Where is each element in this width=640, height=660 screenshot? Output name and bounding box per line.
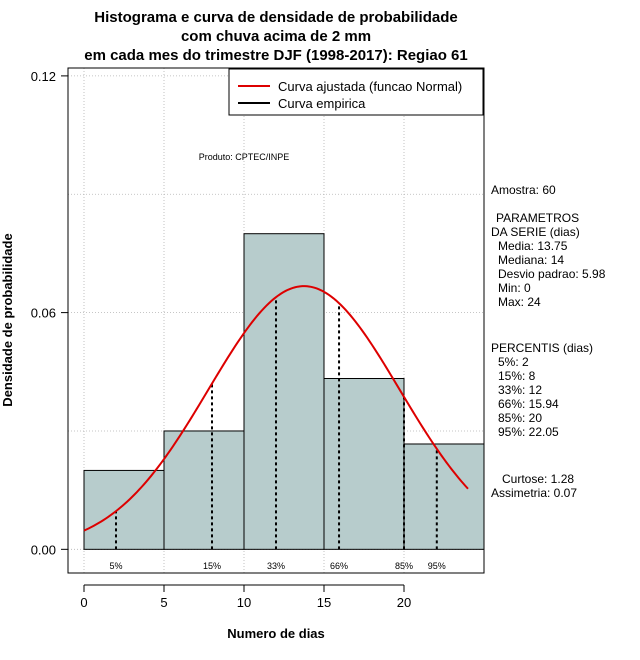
- percentile-95: 95%: 22.05: [498, 425, 559, 439]
- product-annotation: Produto: CPTEC/INPE: [199, 152, 290, 162]
- parameter-sd: Desvio padrao: 5.98: [498, 267, 606, 281]
- y-tick-label-2: 0.12: [31, 69, 56, 84]
- parameter-min: Min: 0: [498, 281, 531, 295]
- legend-label-fitted: Curva ajustada (funcao Normal): [278, 79, 462, 94]
- histogram-bars: [83, 233, 485, 550]
- histogram-bar-0: [83, 469, 165, 550]
- histogram-bar-1: [163, 430, 245, 550]
- percentile-label-2: 33%: [267, 561, 285, 571]
- y-axis: 0.00 0.06 0.12: [31, 69, 69, 557]
- legend-box: [228, 68, 484, 116]
- percentile-label-4: 85%: [395, 561, 413, 571]
- normal-curve: [83, 285, 469, 532]
- parameters-subtitle: DA SERIE (dias): [491, 225, 580, 239]
- chart-title-line-2: com chuva acima de 2 mm: [181, 28, 371, 45]
- x-axis-title: Numero de dias: [227, 626, 325, 641]
- histogram-bar-3: [323, 377, 405, 550]
- x-tick-label-0: 0: [80, 595, 87, 610]
- parameter-median: Mediana: 14: [498, 253, 564, 267]
- x-tick-label-3: 15: [317, 595, 331, 610]
- legend: Curva ajustada (funcao Normal) Curva emp…: [228, 68, 484, 116]
- sample-size: Amostra: 60: [491, 183, 556, 197]
- parameter-mean: Media: 13.75: [498, 239, 568, 253]
- percentile-lines: [115, 297, 438, 550]
- percentile-label-3: 66%: [330, 561, 348, 571]
- parameters-title: PARAMETROS: [496, 211, 579, 225]
- x-tick-label-2: 10: [237, 595, 251, 610]
- y-tick-label-0: 0.00: [31, 542, 56, 557]
- histogram-bar-4: [403, 443, 485, 550]
- y-axis-title: Densidade de probabilidade: [0, 233, 15, 406]
- legend-label-empirical: Curva empirica: [278, 96, 366, 111]
- percentile-66: 66%: 15.94: [498, 397, 559, 411]
- percentile-5: 5%: 2: [498, 355, 529, 369]
- percentile-label-0: 5%: [109, 561, 122, 571]
- percentile-label-1: 15%: [203, 561, 221, 571]
- parameter-max: Max: 24: [498, 295, 541, 309]
- percentile-33: 33%: 12: [498, 383, 542, 397]
- percentiles-title: PERCENTIS (dias): [491, 341, 593, 355]
- percentile-15: 15%: 8: [498, 369, 536, 383]
- x-tick-label-4: 20: [397, 595, 411, 610]
- percentile-label-5: 95%: [428, 561, 446, 571]
- statistics-panel: Amostra: 60 PARAMETROS DA SERIE (dias) M…: [491, 183, 606, 500]
- y-tick-label-1: 0.06: [31, 306, 56, 321]
- chart-title-line-1: Histograma e curva de densidade de proba…: [94, 9, 457, 26]
- histogram-bar-2: [243, 233, 325, 550]
- chart-title-line-3: em cada mes do trimestre DJF (1998-2017)…: [84, 47, 468, 64]
- x-axis: 0 5 10 15 20: [80, 584, 411, 610]
- kurtosis: Curtose: 1.28: [502, 472, 574, 486]
- x-tick-label-1: 5: [160, 595, 167, 610]
- percentile-85: 85%: 20: [498, 411, 542, 425]
- skewness: Assimetria: 0.07: [491, 486, 577, 500]
- percentile-labels: 5% 15% 33% 66% 85% 95%: [109, 561, 445, 571]
